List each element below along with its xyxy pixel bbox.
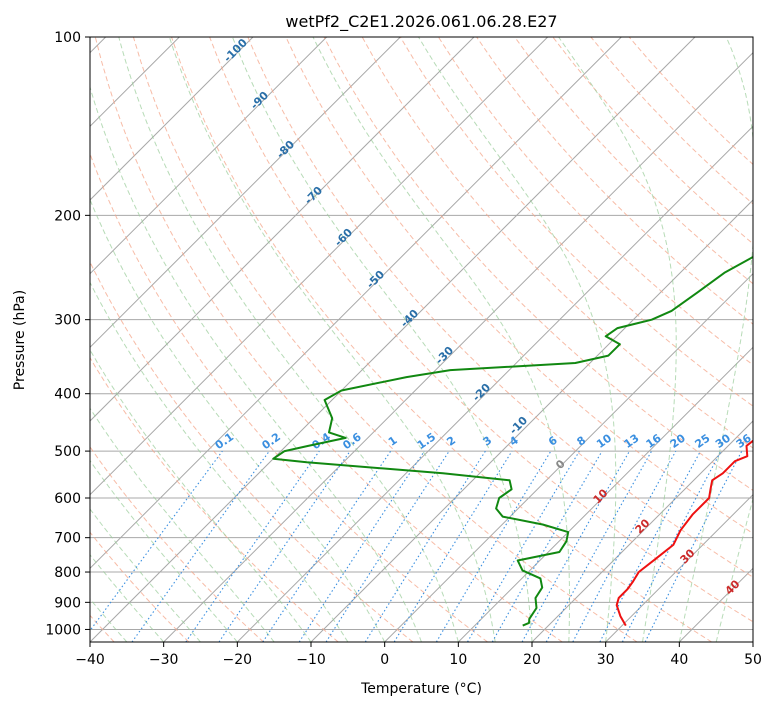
x-tick-label: 30 [597,652,615,668]
moist-adiabat-line [168,37,496,642]
mixing-ratio-line [572,450,677,642]
dry-adiabat-line [90,356,339,642]
mixing-ratio-line [90,450,223,632]
moist-adiabat-line [678,37,753,642]
mixing-ratio-line [185,450,320,642]
isotherm-line [163,51,753,642]
x-tick-label: −30 [149,652,179,668]
dry-adiabat-line [361,37,753,449]
moist-adiabat-line [90,349,312,642]
y-axis-ticks: 100 200 300 400 500 600 700 800 900 1000 [45,30,90,638]
y-tick-label: 400 [54,387,81,403]
moist-adiabat-line [90,407,275,642]
mixing-ratio-line [218,450,351,642]
moist-adiabat-line [312,37,570,642]
pressure-gridlines [90,37,753,630]
dry-adiabat-line [90,531,190,642]
y-tick-label: 1000 [45,622,81,638]
isotherm-line [457,346,753,642]
dry-adiabat-line [90,446,264,642]
dry-adiabat-line [247,37,753,578]
mixing-ratio-line [298,450,425,642]
isotherm-line [90,37,401,349]
sounding-series [272,255,753,627]
moist-adiabat-line [715,497,753,642]
x-axis-ticks: −40 −30 −20 −10 0 10 20 30 40 50 [75,642,762,668]
y-axis-label: Pressure (hPa) [12,290,28,390]
mixing-ratio-line [545,450,653,642]
y-tick-label: 600 [54,491,81,507]
dry-adiabat-line [94,37,563,642]
x-tick-label: −20 [223,652,253,668]
isotherm-line [90,37,549,496]
x-tick-label: 20 [523,652,541,668]
dewpoint-profile [272,255,753,627]
isotherm-line [90,37,622,570]
thermo-background-lines [90,37,753,642]
mixing-ratio-line [644,450,743,642]
isotherm-line [90,37,328,275]
mixing-ratio-line [325,450,450,642]
isotherm-line [90,37,475,422]
plot-frame [89,36,754,643]
dry-adiabat-line [90,152,488,642]
dry-adiabat-line [514,37,753,285]
dry-adiabat-line [323,37,753,491]
isotherm-line [236,125,753,642]
dry-adiabat-line [209,37,753,623]
mixing-ratio-line [364,450,486,642]
moist-adiabat-line [118,37,459,642]
mixing-ratio-line [393,450,513,642]
mixing-ratio-line [262,450,392,642]
chart-title: wetPf2_C2E1.2026.061.06.28.E27 [285,12,557,32]
x-axis-label: Temperature (°C) [360,681,482,697]
moist-adiabat-line [90,459,238,642]
y-tick-label: 100 [54,30,81,46]
dry-adiabat-line [437,37,753,366]
moist-adiabat-line [558,37,677,642]
x-tick-label: 40 [670,652,688,668]
x-tick-label: −40 [75,652,105,668]
x-tick-label: 10 [449,652,467,668]
moist-adiabat-line [231,37,533,642]
dry-adiabat-line [285,37,753,535]
isotherm-line [531,420,753,642]
mixing-ratio-line [131,450,270,642]
isotherm-line [90,37,254,201]
y-tick-label: 800 [54,565,81,581]
moist-adiabat-line [418,37,617,642]
moist-adiabat-line [90,198,386,642]
x-tick-label: 0 [380,652,389,668]
dry-adiabat-line [90,260,414,642]
mixing-ratio-line [521,450,630,642]
y-tick-label: 200 [54,208,81,224]
x-tick-label: 50 [744,652,762,668]
isotherm-line [384,272,753,642]
x-tick-label: −10 [296,652,326,668]
mixing-ratio-line [599,450,701,642]
dry-adiabat-line [132,37,638,642]
dry-adiabat-line [399,37,753,407]
y-tick-label: 700 [54,531,81,547]
mixing-ratio-label: 36 [734,431,754,451]
y-tick-label: 300 [54,313,81,329]
y-tick-label: 500 [54,444,81,460]
y-tick-label: 900 [54,595,81,611]
isotherm-line [605,493,753,642]
temperature-profile [615,439,753,627]
isotherm-line [90,37,696,642]
dry-adiabat-line [171,37,712,642]
moist-adiabat-line [90,281,349,642]
